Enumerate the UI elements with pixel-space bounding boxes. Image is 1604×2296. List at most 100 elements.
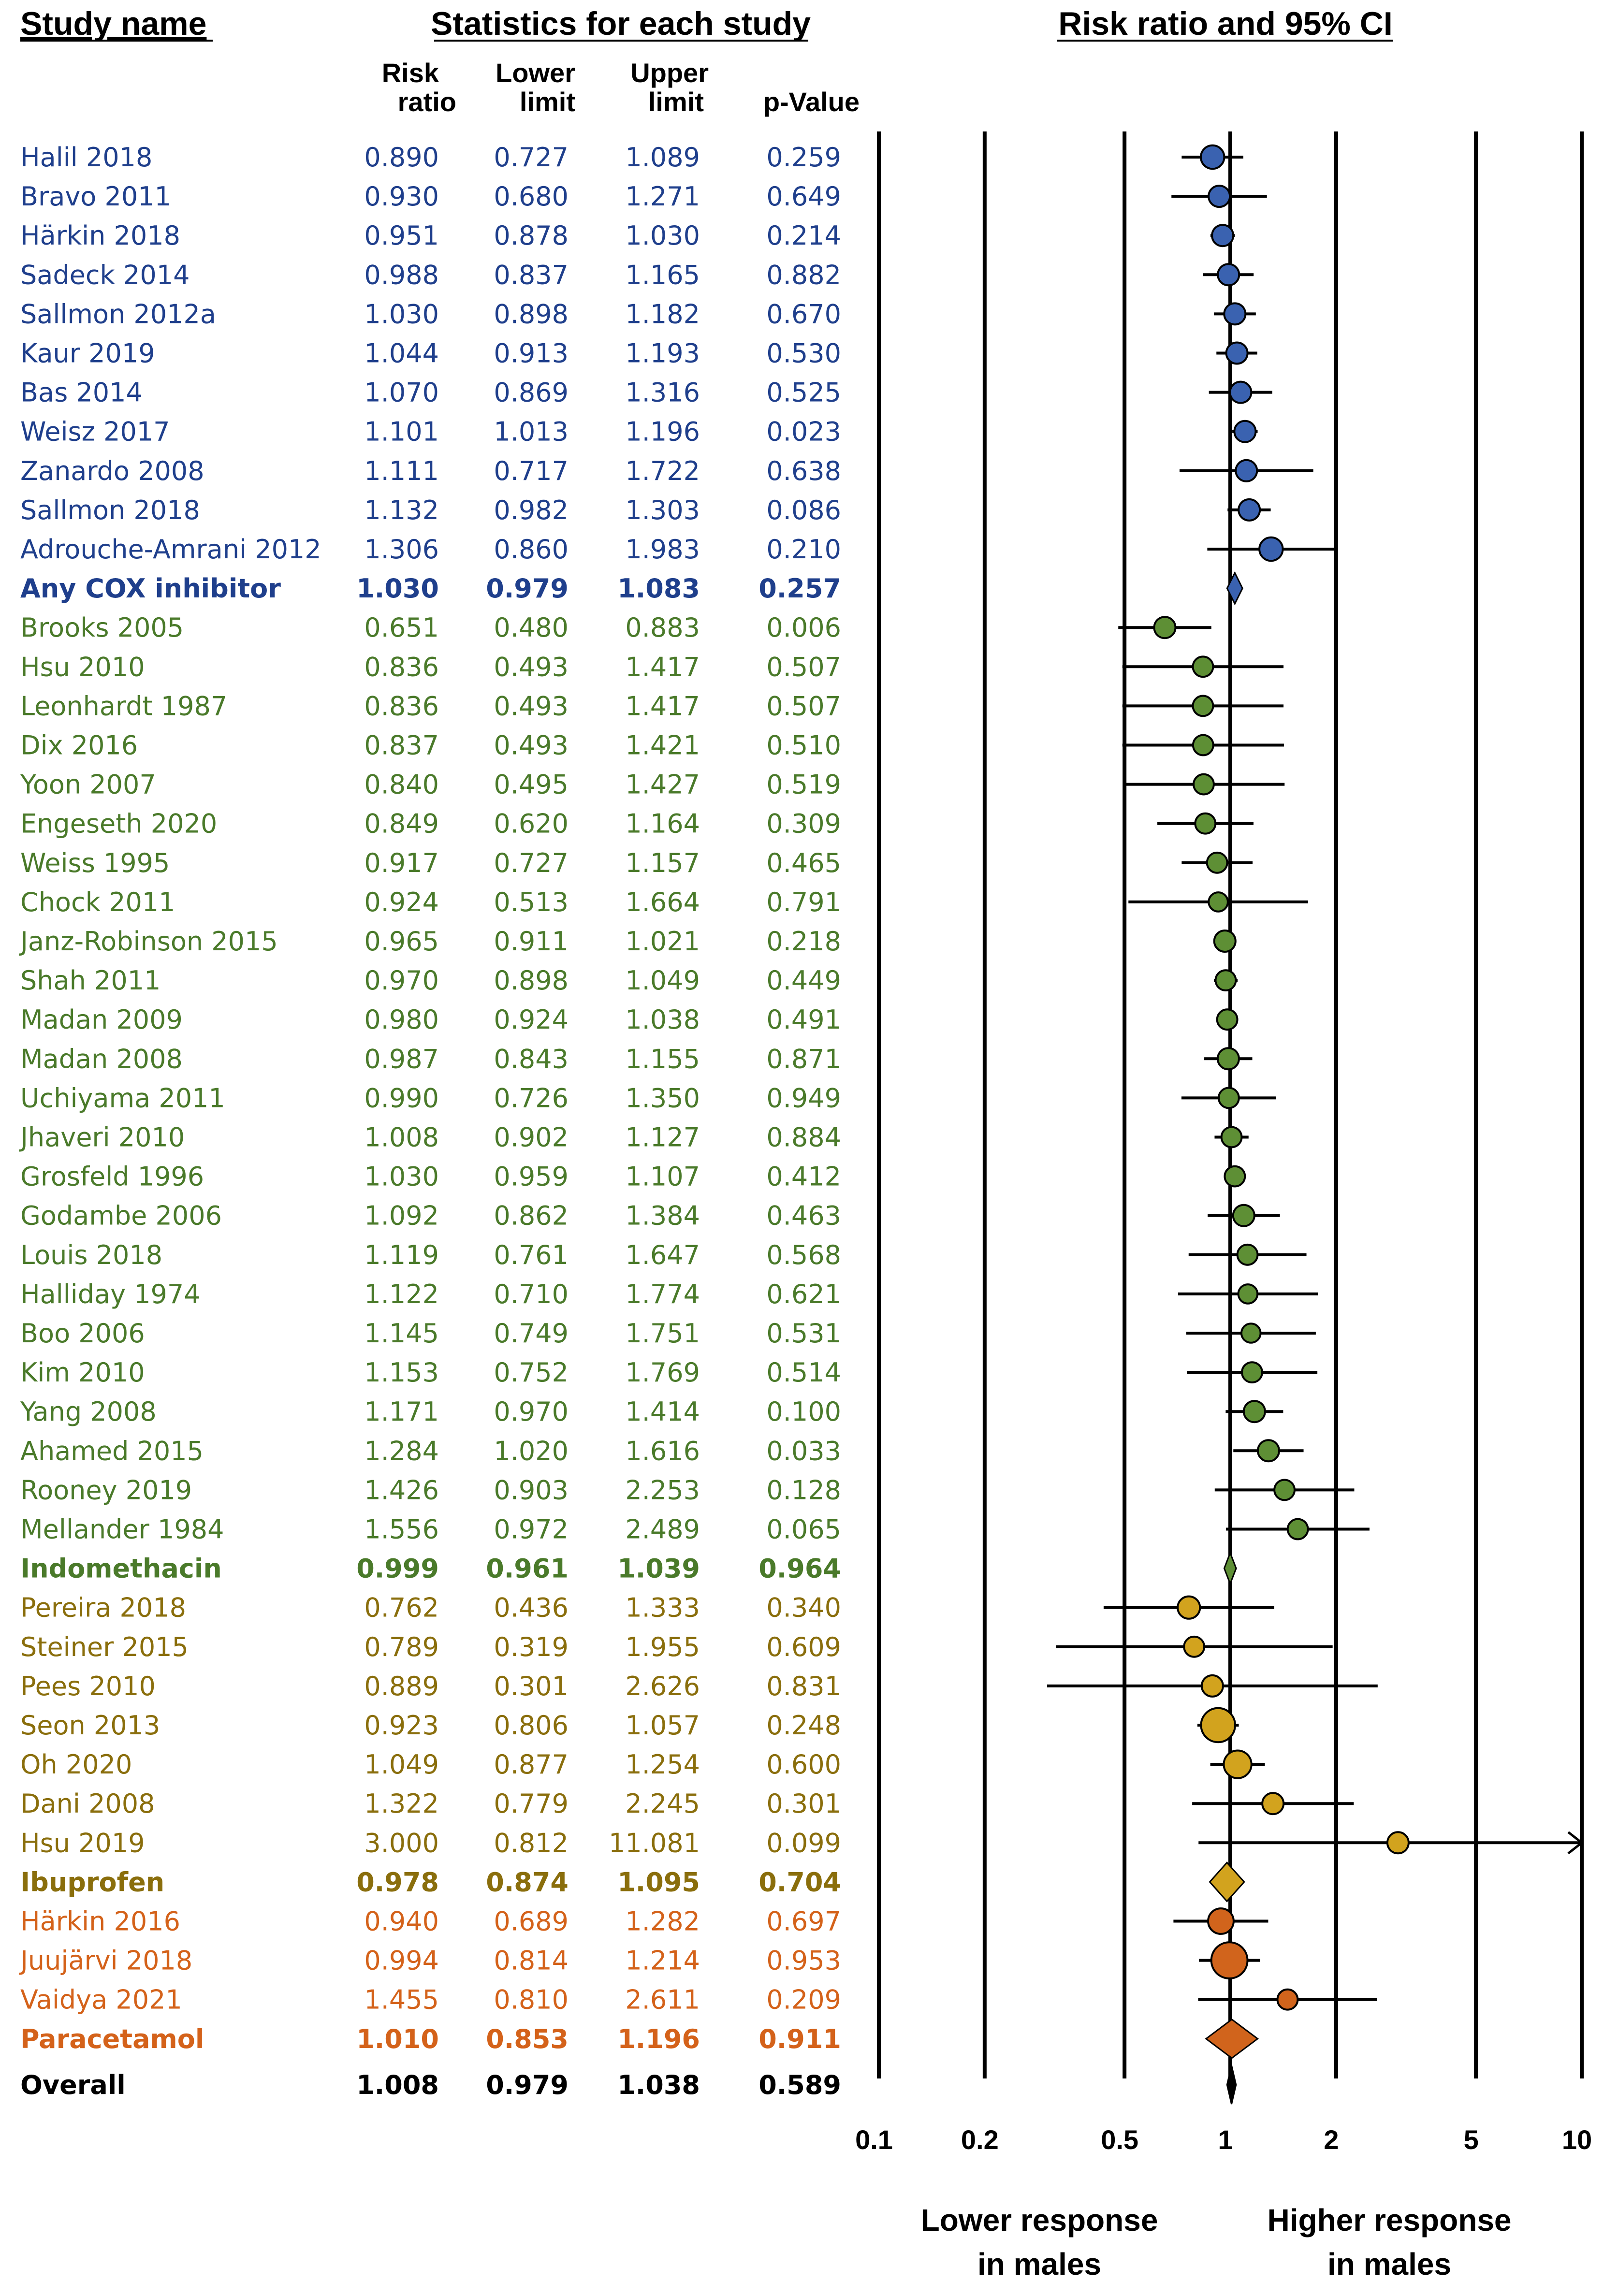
summary-diamond [1226,571,1243,606]
value-rr: 0.987 [364,1044,439,1074]
point-estimate [1220,1126,1243,1148]
study-name: Yang 2008 [20,1396,157,1427]
value-hi: 2.626 [625,1671,700,1701]
value-hi: 1.157 [625,848,700,878]
value-hi: 1.955 [625,1632,700,1662]
study-name: Louis 2018 [20,1240,162,1270]
value-p: 0.697 [766,1906,841,1937]
value-rr: 0.990 [364,1083,439,1113]
col-lower-line1: Lower [496,58,575,88]
value-p: 0.065 [766,1514,841,1545]
value-hi: 1.421 [625,730,700,761]
point-estimate [1200,144,1225,170]
value-rr: 0.980 [364,1004,439,1035]
value-lo: 0.717 [494,456,569,486]
value-lo: 0.806 [494,1710,569,1741]
value-hi: 1.647 [625,1240,700,1270]
value-lo: 0.843 [494,1044,569,1074]
value-hi: 1.417 [625,652,700,682]
value-rr: 1.284 [364,1436,439,1466]
value-p: 0.218 [766,926,841,957]
value-p: 0.507 [766,691,841,721]
value-hi: 1.193 [625,338,700,369]
value-p: 0.209 [766,1985,841,2015]
value-lo: 0.749 [494,1318,569,1349]
study-name: Bas 2014 [20,378,143,408]
value-hi: 1.164 [625,809,700,839]
point-estimate [1229,380,1253,404]
point-estimate [1177,1595,1201,1620]
value-rr: 0.890 [364,142,439,173]
study-name: Vaidya 2021 [20,1985,182,2015]
value-p: 0.301 [766,1788,841,1819]
value-rr: 1.049 [364,1749,439,1780]
grid-lines [877,131,1584,2078]
value-rr: 1.455 [364,1985,439,2015]
value-p: 0.491 [766,1004,841,1035]
value-lo: 0.898 [494,299,569,329]
study-name: Madan 2008 [20,1044,183,1074]
subgroup-name: Overall [20,2070,126,2100]
study-name: Halliday 1974 [20,1279,201,1309]
point-estimate [1235,459,1258,482]
value-p: 0.514 [766,1357,841,1388]
value-p: 0.911 [758,2024,841,2054]
value-lo: 0.862 [494,1201,569,1231]
value-p: 0.638 [766,456,841,486]
value-rr: 1.030 [364,299,439,329]
study-name: Sallmon 2012a [20,299,216,329]
value-hi: 1.282 [625,1906,700,1937]
point-estimate [1216,1008,1239,1031]
value-p: 0.609 [766,1632,841,1662]
value-hi: 1.751 [625,1318,700,1349]
study-name: Mellander 1984 [20,1514,224,1545]
value-lo: 0.877 [494,1749,569,1780]
summary-diamond [1205,2018,1259,2059]
value-hi: 1.616 [625,1436,700,1466]
value-rr: 0.999 [356,1554,439,1584]
value-lo: 0.911 [494,926,569,957]
study-name: Halil 2018 [20,142,152,173]
value-p: 0.248 [766,1710,841,1741]
value-rr: 0.970 [364,965,439,996]
study-name: Oh 2020 [20,1749,132,1780]
value-lo: 0.903 [494,1475,569,1505]
value-rr: 0.889 [364,1671,439,1701]
tick-label: 10 [1562,2124,1592,2155]
value-hi: 1.414 [625,1396,700,1427]
study-name: Jhaveri 2010 [19,1122,185,1153]
value-lo: 0.869 [494,378,569,408]
value-lo: 0.680 [494,181,569,212]
value-rr: 0.923 [364,1710,439,1741]
value-p: 0.949 [766,1083,841,1113]
point-estimate [1236,1243,1259,1266]
point-estimate [1214,969,1237,991]
header: Study name Statistics for each study Ris… [20,5,1393,117]
value-lo: 0.620 [494,809,569,839]
study-name: Brooks 2005 [20,612,184,643]
x-label-left-line2: in males [977,2247,1101,2281]
value-lo: 0.493 [494,652,569,682]
point-estimate [1192,734,1214,756]
value-p: 0.531 [766,1318,841,1349]
value-hi: 1.095 [617,1867,700,1897]
point-estimate [1223,302,1247,326]
value-p: 0.463 [766,1201,841,1231]
summary-diamond [1209,1861,1245,1903]
value-p: 0.525 [766,378,841,408]
subgroup-name: Any COX inhibitor [20,573,281,604]
point-estimate [1216,1047,1240,1071]
value-rr: 0.836 [364,691,439,721]
value-hi: 1.182 [625,299,700,329]
col-upper-line1: Upper [630,58,709,88]
value-rr: 1.426 [364,1475,439,1505]
header-plot: Risk ratio and 95% CI [1058,5,1393,42]
value-hi: 1.384 [625,1201,700,1231]
value-lo: 0.898 [494,965,569,996]
value-hi: 1.039 [617,1554,700,1584]
value-hi: 2.245 [625,1788,700,1819]
tick-label: 1 [1218,2124,1233,2155]
value-lo: 0.689 [494,1906,569,1937]
value-rr: 0.924 [364,887,439,917]
